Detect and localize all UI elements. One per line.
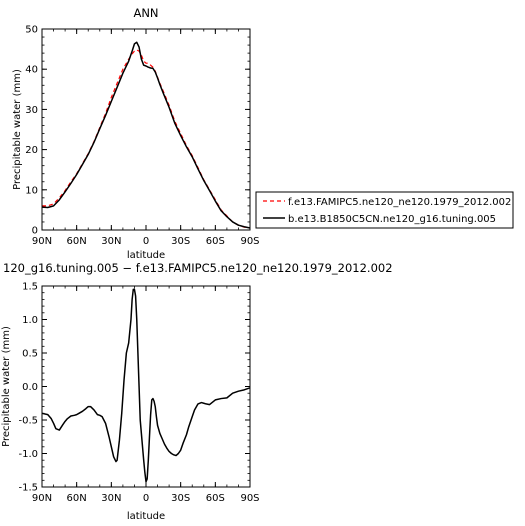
legend: f.e13.FAMIPC5.ne120_ne120.1979_2012.002 … [255, 191, 514, 229]
bottom-x-tick-label: 90N [32, 493, 52, 504]
top-x-tick-label: 30N [101, 236, 121, 247]
top-panel: ANN 90N 60N 30N 0 30S 60S 90S 0 10 20 30 40 50 latit… [12, 6, 260, 261]
top-y-axis-label: Precipitable water (mm) [12, 69, 23, 190]
top-x-tick-label: 60S [206, 236, 225, 247]
top-x-axis-label: latitude [127, 250, 165, 261]
top-x-tick-label: 90N [32, 236, 52, 247]
top-x-tick-label: 90S [240, 236, 259, 247]
legend-box [255, 191, 514, 229]
bottom-y-tick-label: 0.0 [22, 382, 38, 393]
top-series-line-0 [42, 49, 251, 229]
top-plot-frame [41, 28, 251, 231]
legend-label-b1850: b.e13.B1850C5CN.ne120_g16.tuning.005 [288, 214, 496, 225]
bottom-panel: 120_g16.tuning.005 − f.e13.FAMIPC5.ne120… [1, 261, 393, 522]
bottom-y-axis-label: Precipitable water (mm) [1, 326, 12, 447]
top-y-tick-label: 50 [25, 25, 38, 36]
top-series-line-1 [41, 41, 251, 229]
bottom-x-tick-label: 90S [240, 493, 259, 504]
top-y-tick-label: 0 [32, 226, 38, 237]
top-y-tick-label: 30 [25, 105, 38, 116]
top-x-tick-label: 0 [143, 236, 149, 247]
bottom-y-tick-label: -1.5 [18, 483, 38, 494]
bottom-y-tick-label: 1.5 [22, 282, 38, 293]
bottom-chart-title: 120_g16.tuning.005 − f.e13.FAMIPC5.ne120… [3, 261, 393, 275]
bottom-y-tick-label: -1.0 [18, 449, 38, 460]
bottom-y-tick-label: 0.5 [22, 349, 38, 360]
top-y-tick-label: 20 [25, 145, 38, 156]
bottom-x-tick-label: 30S [171, 493, 190, 504]
bottom-plot-frame [41, 285, 251, 488]
top-x-tick-label: 30S [171, 236, 190, 247]
bottom-series-line-0 [41, 288, 251, 483]
top-chart-title: ANN [133, 6, 158, 20]
bottom-y-tick-label: 1.0 [22, 315, 38, 326]
top-x-tick-label: 60N [67, 236, 87, 247]
bottom-x-tick-label: 60N [67, 493, 87, 504]
bottom-x-tick-label: 60S [206, 493, 225, 504]
top-y-tick-label: 10 [25, 185, 38, 196]
bottom-x-axis-label: latitude [127, 511, 165, 522]
bottom-x-tick-label: 0 [143, 493, 149, 504]
top-y-tick-label: 40 [25, 65, 38, 76]
bottom-x-tick-label: 30N [101, 493, 121, 504]
bottom-y-tick-label: -0.5 [18, 416, 38, 427]
legend-label-famip: f.e13.FAMIPC5.ne120_ne120.1979_2012.002 [288, 197, 511, 208]
